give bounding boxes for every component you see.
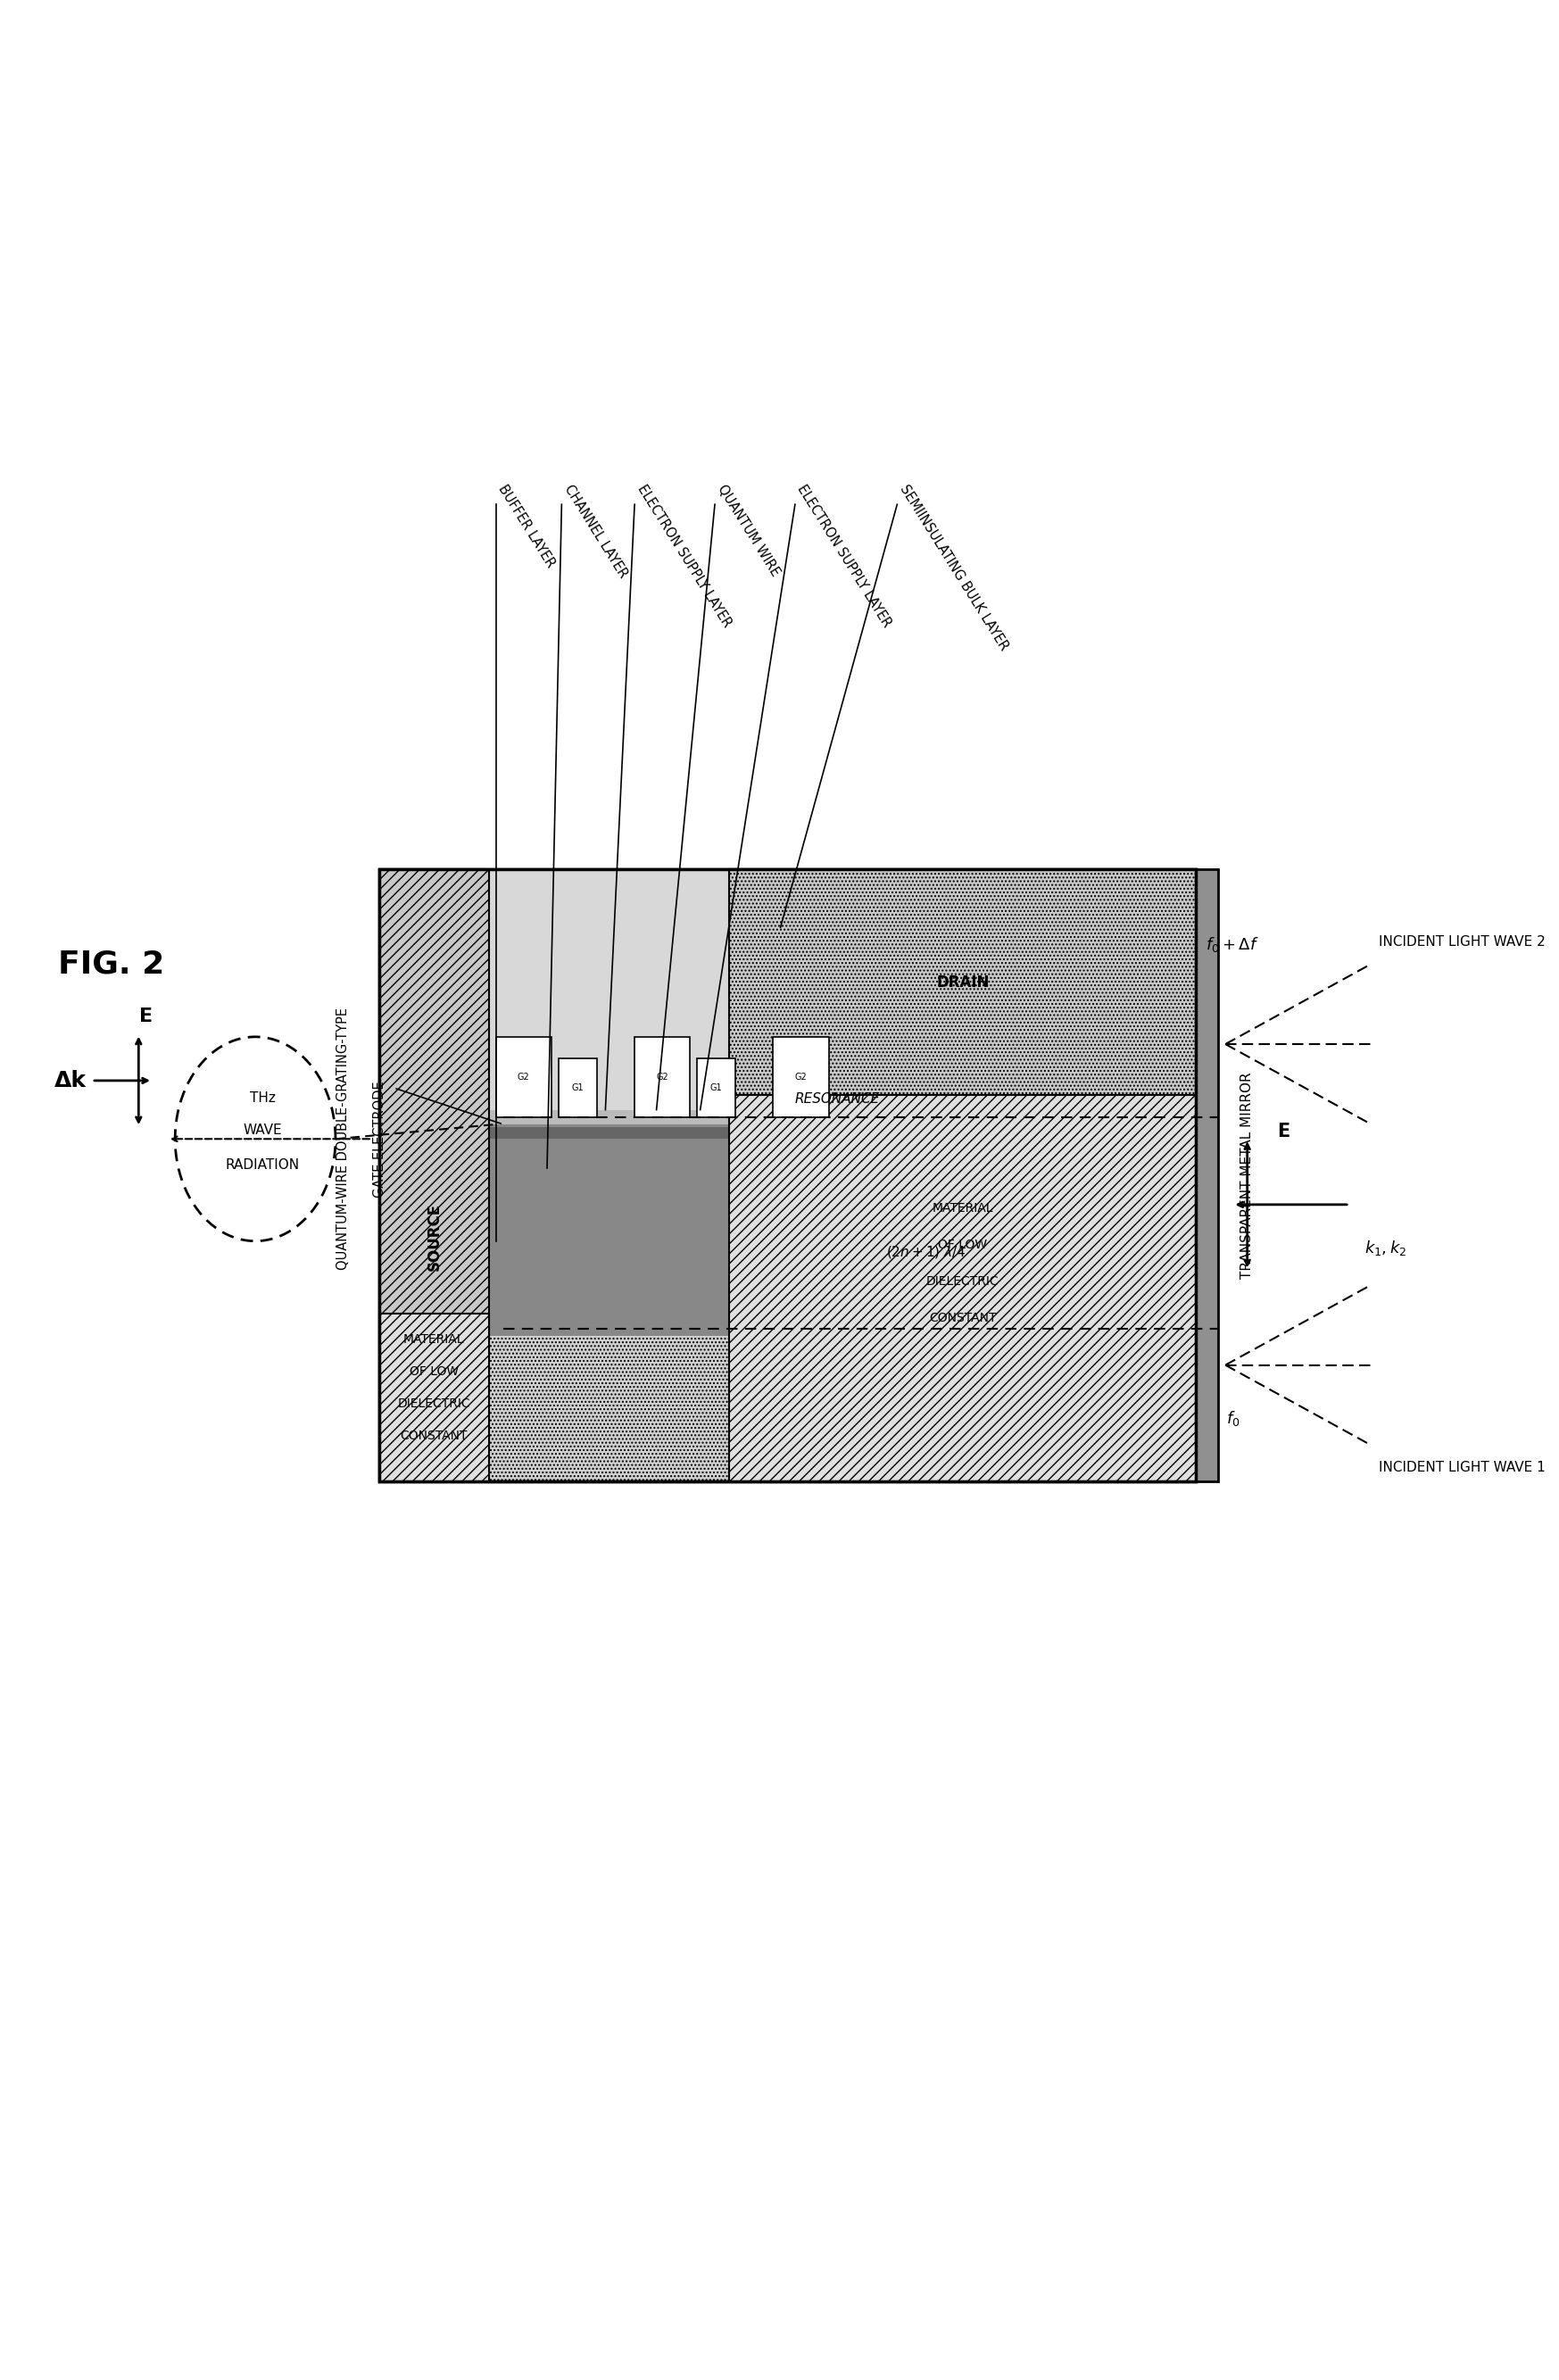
Text: G1: G1 xyxy=(572,1083,583,1092)
Text: RESONANCE: RESONANCE xyxy=(795,1092,879,1104)
Text: DIELECTRIC: DIELECTRIC xyxy=(398,1397,471,1409)
Text: Δk: Δk xyxy=(55,1071,86,1092)
Text: G2: G2 xyxy=(656,1073,669,1081)
Bar xyxy=(379,1109,1196,1335)
Bar xyxy=(773,1038,828,1116)
Text: DIELECTRIC: DIELECTRIC xyxy=(926,1276,999,1288)
Bar xyxy=(379,1314,488,1483)
Text: $f_0+\Delta f$: $f_0+\Delta f$ xyxy=(1207,935,1260,954)
Text: BUFFER LAYER: BUFFER LAYER xyxy=(496,483,558,571)
Text: DRAIN: DRAIN xyxy=(937,973,990,990)
Text: THz: THz xyxy=(249,1092,276,1104)
Text: ELECTRON SUPPLY LAYER: ELECTRON SUPPLY LAYER xyxy=(635,483,733,631)
Text: MATERIAL: MATERIAL xyxy=(404,1333,465,1345)
Text: QUANTUM WIRE: QUANTUM WIRE xyxy=(716,483,783,578)
Text: INCIDENT LIGHT WAVE 2: INCIDENT LIGHT WAVE 2 xyxy=(1378,935,1545,950)
Text: G2: G2 xyxy=(518,1073,530,1081)
Text: CHANNEL LAYER: CHANNEL LAYER xyxy=(561,483,630,581)
Text: RADIATION: RADIATION xyxy=(226,1159,299,1171)
Bar xyxy=(730,1095,1196,1483)
Text: SEMIINSULATING BULK LAYER: SEMIINSULATING BULK LAYER xyxy=(896,483,1010,652)
Text: GATE ELECTRODE: GATE ELECTRODE xyxy=(373,1081,387,1197)
Bar xyxy=(1196,869,1218,1483)
Bar xyxy=(635,1038,691,1116)
Bar xyxy=(379,1109,1196,1123)
Text: $(2n+1)\ \lambda/4$: $(2n+1)\ \lambda/4$ xyxy=(887,1245,967,1259)
Bar xyxy=(730,869,1196,1095)
Text: E: E xyxy=(1277,1123,1291,1140)
Text: ELECTRON SUPPLY LAYER: ELECTRON SUPPLY LAYER xyxy=(795,483,893,631)
Text: FIG. 2: FIG. 2 xyxy=(58,950,165,978)
Text: OF LOW: OF LOW xyxy=(410,1366,458,1378)
Bar xyxy=(697,1059,736,1116)
Text: CONSTANT: CONSTANT xyxy=(929,1311,996,1323)
Text: QUANTUM-WIRE DOUBLE-GRATING-TYPE: QUANTUM-WIRE DOUBLE-GRATING-TYPE xyxy=(337,1007,349,1271)
Text: SOURCE: SOURCE xyxy=(426,1202,443,1271)
Text: $f_0$: $f_0$ xyxy=(1225,1409,1239,1428)
Text: E: E xyxy=(139,1007,153,1026)
Text: CONSTANT: CONSTANT xyxy=(401,1430,468,1442)
Bar xyxy=(379,869,1196,1483)
Text: TRANSPARENT METAL MIRROR: TRANSPARENT METAL MIRROR xyxy=(1239,1071,1253,1278)
Bar xyxy=(379,869,488,1483)
Bar xyxy=(488,869,730,1109)
Text: WAVE: WAVE xyxy=(243,1123,282,1138)
Text: MATERIAL: MATERIAL xyxy=(932,1202,993,1214)
Text: G2: G2 xyxy=(795,1073,808,1081)
Text: INCIDENT LIGHT WAVE 1: INCIDENT LIGHT WAVE 1 xyxy=(1378,1461,1545,1473)
Bar xyxy=(496,1038,552,1116)
Text: G1: G1 xyxy=(711,1083,722,1092)
Bar xyxy=(379,869,1196,1483)
Bar xyxy=(558,1059,597,1116)
Text: $k_1, k_2$: $k_1, k_2$ xyxy=(1364,1240,1406,1257)
Text: OF LOW: OF LOW xyxy=(939,1238,987,1252)
Bar xyxy=(379,1128,1196,1140)
